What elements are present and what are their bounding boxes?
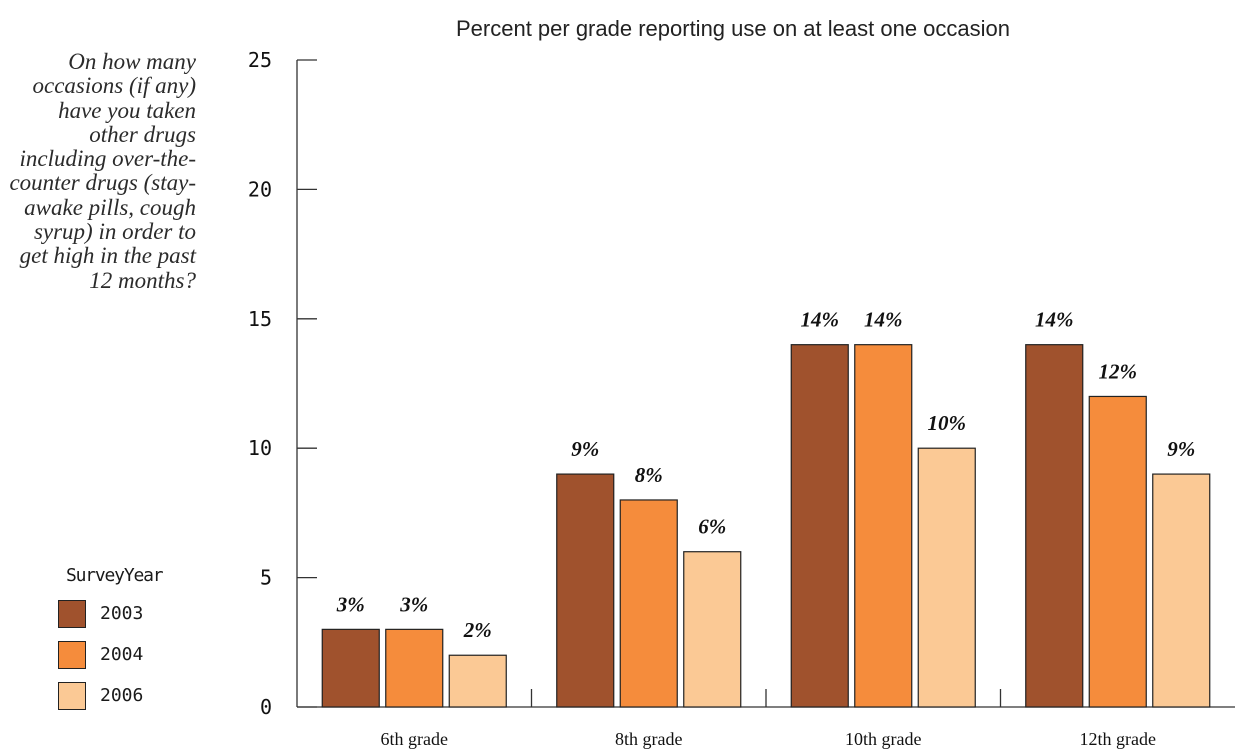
data-label: 14% (864, 308, 903, 332)
bar-2003-12th-grade (1025, 344, 1084, 708)
data-label: 6% (698, 515, 726, 539)
bar-2006-6th-grade (448, 654, 507, 708)
x-tick-label: 6th grade (381, 729, 448, 749)
bar-2004-10th-grade (854, 344, 913, 708)
data-label: 9% (571, 437, 599, 461)
bar-2006-12th-grade (1152, 473, 1211, 708)
y-tick-label-15: 15 (248, 307, 272, 331)
legend-label-2003: 2003 (100, 603, 144, 624)
bar-2006-10th-grade (917, 447, 976, 708)
legend-label-2006: 2006 (100, 685, 144, 706)
data-label: 3% (399, 592, 428, 616)
bar-2004-6th-grade (385, 628, 444, 708)
y-tick-label-0: 0 (260, 695, 272, 719)
x-tick-label: 12th grade (1080, 729, 1156, 749)
bar-2004-12th-grade (1088, 395, 1147, 708)
y-tick-label-5: 5 (260, 566, 272, 590)
chart-title: Percent per grade reporting use on at le… (456, 16, 1010, 41)
data-label: 14% (801, 308, 840, 332)
data-label: 2% (463, 618, 492, 642)
data-label: 8% (635, 463, 663, 487)
data-label: 3% (336, 592, 365, 616)
data-label: 14% (1035, 308, 1074, 332)
y-tick-label-25: 25 (248, 48, 272, 72)
question-text: On how many occasions (if any) have you … (9, 49, 196, 293)
bar-2006-8th-grade (683, 551, 742, 708)
bar-2004-8th-grade (619, 499, 678, 708)
x-tick-label: 10th grade (845, 729, 921, 749)
y-tick-label-10: 10 (248, 436, 272, 460)
y-tick-label-20: 20 (248, 177, 272, 201)
bar-2003-6th-grade (321, 628, 380, 708)
legend-swatch-2004 (58, 641, 86, 669)
data-label: 10% (928, 411, 967, 435)
bar-2003-10th-grade (790, 344, 849, 708)
legend-swatch-2003 (58, 600, 86, 628)
data-label: 9% (1167, 437, 1195, 461)
legend-title: SurveyYear (66, 565, 164, 586)
bar-2003-8th-grade (556, 473, 615, 708)
legend-swatch-2006 (58, 682, 86, 710)
data-label: 12% (1099, 359, 1138, 383)
x-tick-label: 8th grade (615, 729, 682, 749)
legend-label-2004: 2004 (100, 644, 144, 665)
